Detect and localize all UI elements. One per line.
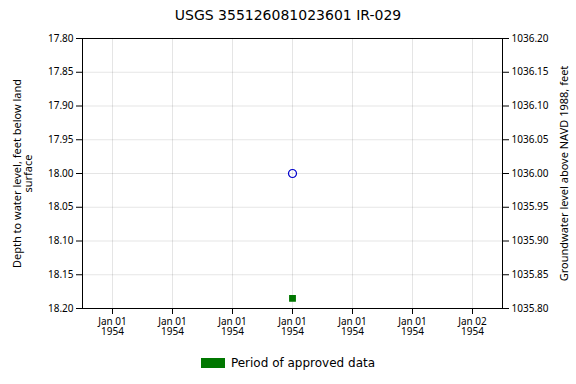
svg-text:Groundwater level above NAVD 1: Groundwater level above NAVD 1988, feet — [556, 66, 571, 282]
svg-text:1035.95: 1035.95 — [512, 199, 549, 213]
svg-text:Jan 021954: Jan 021954 — [457, 314, 487, 338]
svg-text:1036.15: 1036.15 — [512, 64, 549, 78]
svg-text:18.05: 18.05 — [48, 199, 74, 213]
svg-text:18.20: 18.20 — [48, 301, 74, 315]
svg-text:Jan 011954: Jan 011954 — [397, 314, 427, 338]
svg-text:1036.20: 1036.20 — [512, 31, 549, 45]
svg-text:Jan 011954: Jan 011954 — [277, 314, 307, 338]
svg-text:Jan 011954: Jan 011954 — [337, 314, 367, 338]
svg-text:Jan 011954: Jan 011954 — [97, 314, 127, 338]
svg-text:1035.80: 1035.80 — [512, 301, 549, 315]
html-text:USGS 355126081023601 IR-029: USGS 355126081023601 IR-029 — [174, 7, 402, 23]
html-text:Period of approved data: Period of approved data — [230, 356, 376, 370]
svg-text:17.90: 17.90 — [48, 98, 74, 112]
svg-text:1036.05: 1036.05 — [512, 132, 549, 146]
svg-text:17.85: 17.85 — [48, 64, 74, 78]
svg-text:Jan 011954: Jan 011954 — [217, 314, 247, 338]
svg-text:1036.00: 1036.00 — [512, 166, 549, 180]
svg-text:17.80: 17.80 — [48, 31, 74, 45]
svg-text:1035.90: 1035.90 — [512, 233, 549, 247]
svg-text:17.95: 17.95 — [48, 132, 74, 146]
svg-text:Depth to water level, feet bel: Depth to water level, feet below landsur… — [9, 79, 35, 268]
svg-text:18.15: 18.15 — [48, 267, 74, 281]
svg-text:18.10: 18.10 — [48, 233, 74, 247]
svg-text:1035.85: 1035.85 — [512, 267, 549, 281]
svg-text:Jan 011954: Jan 011954 — [157, 314, 187, 338]
svg-text:1036.10: 1036.10 — [512, 98, 549, 112]
svg-text:18.00: 18.00 — [48, 166, 74, 180]
